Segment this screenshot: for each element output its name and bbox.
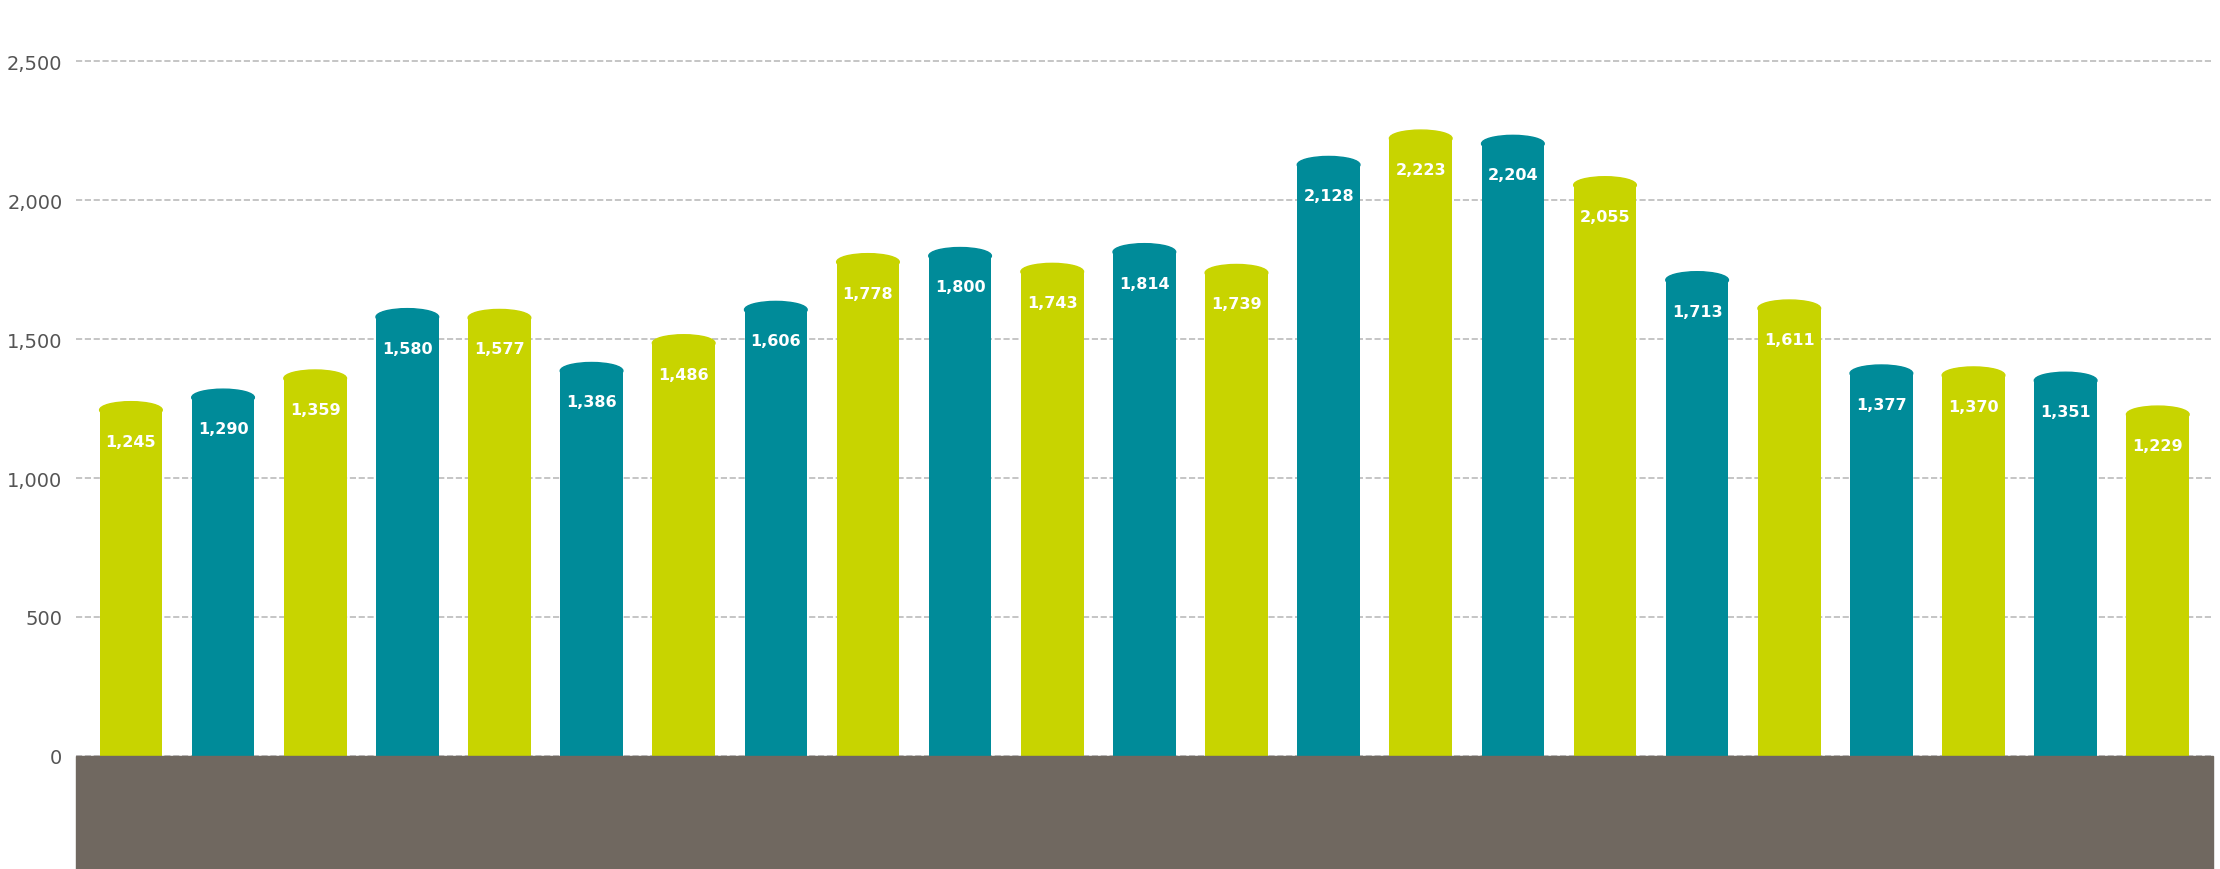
Ellipse shape — [284, 370, 346, 388]
Ellipse shape — [1112, 244, 1177, 261]
Text: 1,386: 1,386 — [566, 395, 617, 410]
Bar — [2034, 381, 2098, 756]
Text: 1,743: 1,743 — [1028, 296, 1077, 311]
Text: 1,290: 1,290 — [198, 421, 249, 436]
Text: 1,800: 1,800 — [935, 280, 986, 295]
Bar — [1021, 272, 1083, 756]
Bar — [837, 262, 899, 756]
Ellipse shape — [1205, 265, 1268, 282]
Ellipse shape — [559, 363, 624, 380]
Bar — [1574, 186, 1636, 756]
Text: 1,351: 1,351 — [2040, 405, 2091, 420]
Bar — [375, 317, 440, 756]
Bar — [100, 410, 162, 756]
Ellipse shape — [1942, 368, 2005, 384]
Bar — [653, 343, 715, 756]
Ellipse shape — [1758, 301, 1820, 317]
Bar — [468, 318, 531, 756]
Ellipse shape — [653, 335, 715, 352]
Ellipse shape — [1849, 366, 1914, 382]
Text: 1,359: 1,359 — [291, 402, 340, 417]
Bar — [191, 398, 255, 756]
Bar — [744, 310, 808, 756]
Ellipse shape — [1021, 264, 1083, 281]
Text: 1,577: 1,577 — [475, 342, 524, 357]
Text: 2,055: 2,055 — [1581, 209, 1629, 224]
Ellipse shape — [744, 302, 808, 319]
Text: 1,611: 1,611 — [1765, 333, 1814, 348]
Ellipse shape — [2034, 373, 2098, 389]
Bar — [1205, 274, 1268, 756]
Text: 1,580: 1,580 — [382, 342, 433, 356]
Ellipse shape — [1665, 272, 1729, 289]
Text: 1,370: 1,370 — [1949, 400, 1998, 415]
Bar — [1390, 139, 1452, 756]
Text: 2,204: 2,204 — [1487, 168, 1538, 183]
Text: 2,223: 2,223 — [1396, 163, 1445, 178]
Ellipse shape — [2127, 407, 2189, 423]
Bar — [1112, 253, 1177, 756]
Ellipse shape — [928, 249, 992, 265]
Text: 1,486: 1,486 — [659, 368, 708, 382]
Ellipse shape — [1390, 131, 1452, 148]
Text: 1,778: 1,778 — [844, 286, 892, 302]
Text: 1,814: 1,814 — [1119, 276, 1170, 291]
Bar — [1296, 166, 1361, 756]
Ellipse shape — [1574, 177, 1636, 194]
Bar — [928, 256, 992, 756]
Text: 1,229: 1,229 — [2133, 439, 2182, 454]
Bar — [1665, 281, 1729, 756]
Ellipse shape — [1296, 157, 1361, 174]
Text: 2,128: 2,128 — [1303, 189, 1354, 204]
Ellipse shape — [468, 310, 531, 327]
Bar — [1758, 309, 1820, 756]
Text: 1,739: 1,739 — [1212, 297, 1261, 312]
Bar — [2127, 415, 2189, 756]
Bar — [1942, 375, 2005, 756]
Text: 1,377: 1,377 — [1856, 397, 1907, 413]
Text: 1,606: 1,606 — [750, 334, 801, 349]
Text: 1,713: 1,713 — [1672, 304, 1723, 319]
Bar — [1849, 374, 1914, 756]
Bar — [559, 371, 624, 756]
Ellipse shape — [100, 402, 162, 419]
Ellipse shape — [191, 389, 255, 407]
Ellipse shape — [375, 309, 440, 326]
Bar — [284, 379, 346, 756]
Ellipse shape — [837, 255, 899, 271]
Text: 1,245: 1,245 — [107, 434, 155, 449]
Bar — [1481, 144, 1545, 756]
Ellipse shape — [1481, 136, 1545, 153]
